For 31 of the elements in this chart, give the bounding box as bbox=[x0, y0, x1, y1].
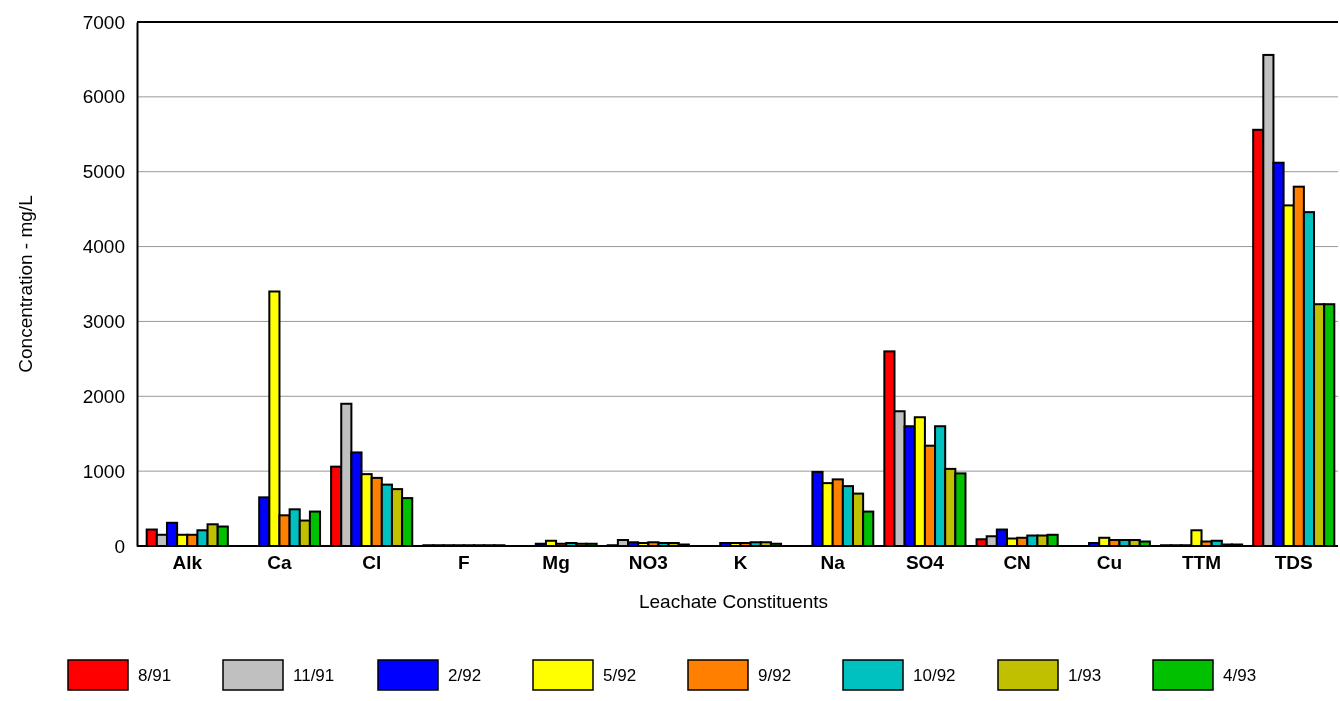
x-tick-label: CN bbox=[1003, 552, 1031, 574]
y-tick-label: 1000 bbox=[82, 460, 125, 482]
x-tick-label: K bbox=[733, 552, 748, 574]
y-tick-label: 2000 bbox=[82, 385, 125, 407]
y-tick-label: 4000 bbox=[82, 236, 125, 258]
legend-label: 2/92 bbox=[448, 666, 482, 685]
x-tick-label: TTM bbox=[1182, 552, 1222, 574]
x-tick-label: Ca bbox=[267, 552, 293, 574]
x-tick-label: Mg bbox=[542, 552, 570, 574]
y-tick-label: 0 bbox=[114, 535, 125, 557]
x-tick-label: Alk bbox=[172, 552, 203, 574]
x-tick-label: NO3 bbox=[628, 552, 668, 574]
x-axis-title: Leachate Constituents bbox=[638, 591, 829, 612]
y-tick-label: 7000 bbox=[82, 11, 125, 33]
legend-label: 9/92 bbox=[758, 666, 792, 685]
legend-label: 4/93 bbox=[1223, 666, 1257, 685]
legend-label: 10/92 bbox=[913, 666, 956, 685]
x-tick-label: Cu bbox=[1096, 552, 1122, 574]
y-axis-title: Concentration - mg/L bbox=[15, 195, 36, 373]
legend-label: 8/91 bbox=[138, 666, 172, 685]
legend-label: 1/93 bbox=[1068, 666, 1102, 685]
legend-label: 5/92 bbox=[603, 666, 637, 685]
x-tick-label: TDS bbox=[1274, 552, 1313, 574]
legend-label: 11/91 bbox=[293, 666, 335, 685]
y-tick-label: 3000 bbox=[82, 311, 125, 333]
x-tick-label: Na bbox=[820, 552, 846, 574]
x-tick-label: F bbox=[458, 552, 470, 574]
y-tick-label: 5000 bbox=[82, 161, 125, 183]
x-tick-label: Cl bbox=[362, 552, 382, 574]
x-tick-label: SO4 bbox=[905, 552, 945, 574]
y-tick-label: 6000 bbox=[82, 86, 125, 108]
